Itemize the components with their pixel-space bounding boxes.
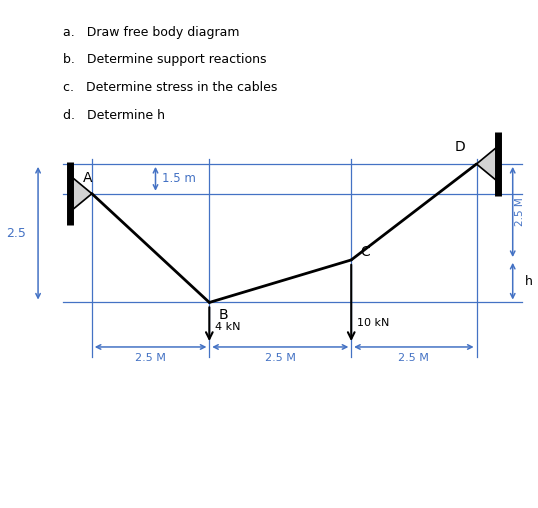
Text: C: C [360, 245, 370, 259]
Text: B: B [219, 308, 229, 322]
Text: 1.5 m: 1.5 m [162, 172, 196, 185]
Text: 2.5: 2.5 [6, 227, 26, 240]
Polygon shape [70, 176, 92, 211]
Text: 2.5 M: 2.5 M [135, 353, 166, 363]
Text: D: D [455, 140, 466, 154]
Text: 2.5 M: 2.5 M [265, 353, 296, 363]
Text: d.   Determine h: d. Determine h [62, 109, 165, 121]
Text: A: A [83, 171, 93, 185]
Text: h: h [525, 275, 532, 288]
Text: 2.5 M: 2.5 M [514, 198, 525, 227]
Text: 10 kN: 10 kN [357, 318, 390, 328]
Polygon shape [477, 146, 498, 182]
Text: c.   Determine stress in the cables: c. Determine stress in the cables [62, 81, 277, 94]
Text: 4 kN: 4 kN [215, 323, 240, 332]
Text: 2.5 M: 2.5 M [399, 353, 429, 363]
Text: b.   Determine support reactions: b. Determine support reactions [62, 53, 266, 66]
Text: a.   Draw free body diagram: a. Draw free body diagram [62, 25, 239, 39]
